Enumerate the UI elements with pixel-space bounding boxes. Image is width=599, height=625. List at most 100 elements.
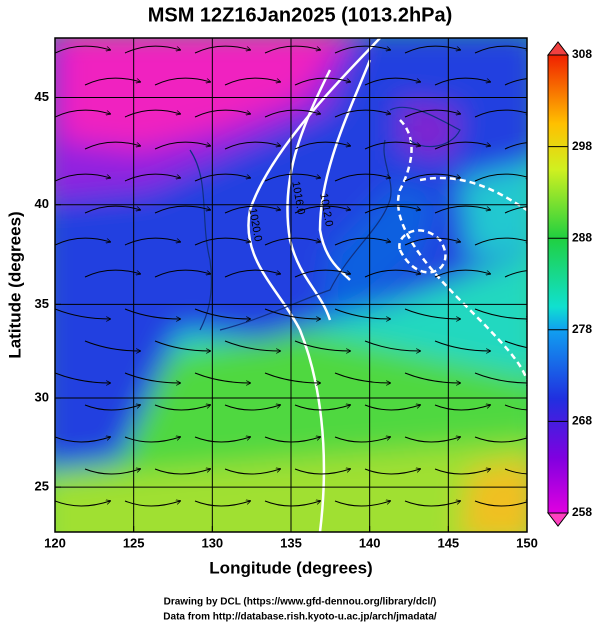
field [55, 38, 527, 538]
streamline [504, 142, 527, 150]
streamline [294, 469, 350, 475]
streamline [124, 372, 180, 383]
streamline [334, 45, 390, 54]
streamline [84, 141, 140, 150]
streamline [434, 205, 490, 214]
streamline [504, 206, 527, 214]
colorbar-cap [546, 512, 570, 527]
streamline [334, 372, 390, 383]
y-axis-label: Latitude (degrees) [5, 211, 24, 358]
x-axis-label: Longitude (degrees) [209, 558, 372, 577]
streamline [504, 78, 527, 86]
colorbar-tick-label: 298 [572, 139, 592, 153]
colorbar [547, 54, 569, 514]
y-tick-label: 45 [35, 89, 49, 104]
streamline [474, 45, 527, 54]
chart-title: MSM 12Z16Jan2025 (1013.2hPa) [148, 4, 453, 26]
streamline [334, 308, 390, 319]
streamline [194, 437, 250, 443]
streamline [194, 372, 250, 383]
streamline [194, 308, 250, 319]
streamline [154, 269, 210, 278]
streamline [404, 45, 460, 54]
streamline [154, 205, 210, 214]
streamline [84, 269, 140, 278]
streamline [474, 308, 527, 319]
streamline [124, 109, 180, 118]
streamline [55, 308, 110, 319]
streamline [225, 533, 280, 538]
streamline [55, 173, 110, 182]
y-tick-label: 35 [35, 296, 49, 311]
streamline [194, 109, 250, 118]
streamline [434, 141, 490, 150]
streamline [504, 404, 527, 411]
streamline [294, 77, 350, 86]
x-tick-label: 150 [516, 535, 538, 550]
streamline [334, 437, 390, 443]
streamline [474, 372, 527, 383]
x-tick-label: 120 [44, 535, 66, 550]
streamline [84, 469, 140, 475]
streamline [404, 372, 460, 383]
streamline [224, 469, 280, 475]
streamline [55, 109, 110, 118]
streamline [434, 469, 490, 475]
streamline [474, 501, 527, 507]
streamline [434, 77, 490, 86]
credit: Drawing by DCL (https://www.gfd-dennou.o… [164, 597, 437, 608]
y-tick-label: 40 [35, 196, 49, 211]
streamline [334, 501, 390, 507]
streamline [434, 340, 490, 351]
streamline [294, 269, 350, 278]
credit: Data from http://database.rish.kyoto-u.a… [163, 612, 437, 623]
streamline [474, 109, 527, 118]
streamline [334, 173, 390, 182]
streamline [55, 501, 110, 507]
contour-label: 1020.0 [246, 207, 264, 242]
contour-label: 1016.0 [289, 180, 307, 215]
streamline [224, 205, 280, 214]
streamline [224, 340, 280, 351]
streamline [334, 109, 390, 118]
streamlines [55, 45, 527, 538]
streamline [124, 173, 180, 182]
streamline [84, 205, 140, 214]
streamline [224, 77, 280, 86]
streamline [55, 437, 110, 443]
colorbar-tick-label: 278 [572, 322, 592, 336]
streamline [84, 340, 140, 351]
colorbar-tick-label: 308 [572, 47, 592, 61]
streamline [504, 340, 527, 349]
streamline [504, 270, 527, 278]
streamline [434, 269, 490, 278]
streamline [474, 237, 527, 246]
streamline [224, 269, 280, 278]
colorbar-tick-label: 288 [572, 230, 592, 244]
x-tick-label: 140 [359, 535, 381, 550]
streamline [474, 437, 527, 443]
streamline [224, 405, 280, 411]
streamline [294, 141, 350, 150]
field-shading [55, 38, 527, 532]
streamline [404, 308, 460, 319]
streamline [154, 77, 210, 86]
colorbar-cap [546, 41, 570, 56]
colorbar-tick-label: 268 [572, 414, 592, 428]
streamline [404, 109, 460, 118]
streamline [294, 405, 350, 411]
x-tick-label: 145 [437, 535, 459, 550]
x-tick-label: 125 [123, 535, 145, 550]
x-tick-label: 135 [280, 535, 302, 550]
streamline [404, 173, 460, 182]
colorbar-tick-label: 258 [572, 505, 592, 519]
streamline [294, 340, 350, 351]
streamline [55, 237, 110, 246]
streamline [154, 405, 210, 411]
streamline [404, 501, 460, 507]
streamline [434, 405, 490, 411]
streamline [154, 340, 210, 351]
streamline [504, 468, 527, 475]
y-tick-label: 25 [35, 479, 49, 494]
